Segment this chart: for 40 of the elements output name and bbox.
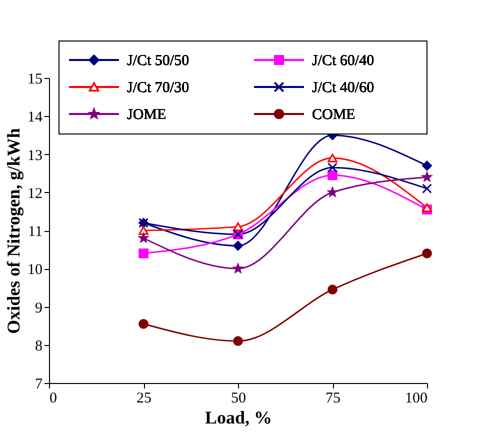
y-tick-label: 15 [28,72,42,88]
legend-label: J/Ct 70/30 [127,80,190,96]
y-tick-label: 13 [28,148,42,164]
legend-label: JOME [127,107,166,123]
point [422,248,432,258]
x-tick-label: 75 [326,390,340,406]
point [328,170,338,180]
point [328,187,338,197]
y-tick-label: 7 [35,376,43,392]
point [328,154,338,162]
y-axis-title: Oxides of Nitrogen, g/kWh [4,128,24,334]
point [422,203,432,212]
legend-label: J/Ct 40/60 [312,80,374,96]
y-tick-label: 14 [28,110,43,126]
legend-label: J/Ct 60/40 [312,53,374,69]
x-tick-label: 25 [136,390,152,406]
y-tick-label: 9 [35,300,42,316]
x-tick-label: 100 [405,390,428,406]
point [328,284,338,295]
point [138,248,148,258]
point [138,226,148,235]
point [422,172,432,182]
y-tick-label: 10 [28,262,42,278]
legend-label: J/Ct 50/50 [127,53,190,69]
point [233,264,243,273]
x-tick-label: 50 [231,390,246,406]
point [138,233,148,242]
legend-label: COME [312,107,356,123]
point [422,160,432,171]
y-tick-label: 8 [35,338,42,354]
point [422,184,432,194]
point [233,240,243,251]
point [328,162,338,173]
point [233,222,243,232]
y-tick-label: 12 [28,186,42,202]
point [138,318,148,329]
x-axis-title: Load, % [204,408,272,428]
point [233,336,243,346]
x-tick-label: 0 [50,390,57,406]
y-tick-label: 11 [28,224,42,240]
